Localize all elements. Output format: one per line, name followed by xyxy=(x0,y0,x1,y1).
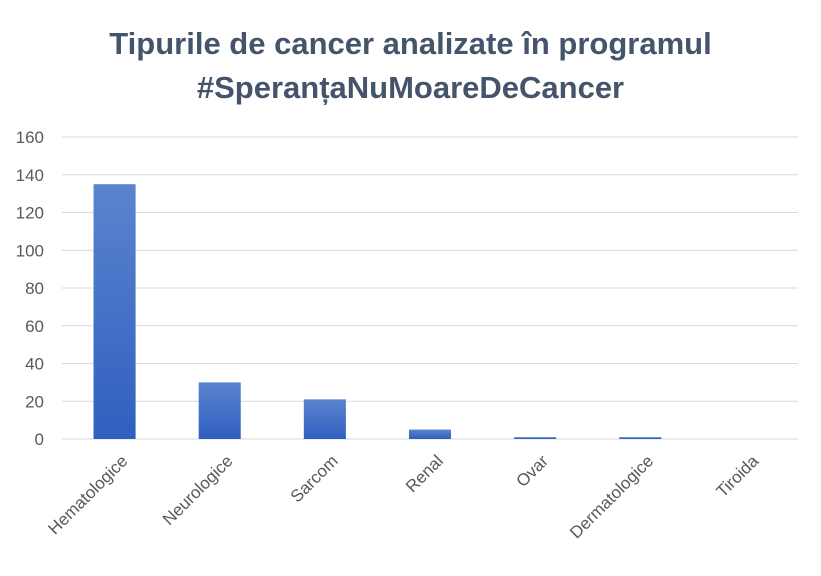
y-tick-label: 120 xyxy=(16,204,44,223)
y-tick-label: 40 xyxy=(25,355,44,374)
chart-title: Tipurile de cancer analizate în programu… xyxy=(0,22,821,110)
bars xyxy=(93,184,662,439)
chart-title-line-2: #SperanțaNuMoareDeCancer xyxy=(196,70,625,105)
bar-neurologice xyxy=(198,382,241,439)
x-tick-label: Hematologice xyxy=(44,451,131,538)
y-tick-label: 140 xyxy=(16,166,44,185)
y-tick-label: 60 xyxy=(25,317,44,336)
bar-hematologice xyxy=(93,184,136,439)
bar-renal xyxy=(408,429,452,439)
chart-title-line-1: Tipurile de cancer analizate în programu… xyxy=(109,26,712,61)
x-tick-label: Ovar xyxy=(512,451,552,491)
x-tick-label: Neurologice xyxy=(159,451,237,529)
bar-sarcom xyxy=(303,399,346,439)
y-tick-label: 0 xyxy=(35,430,44,449)
x-tick-label: Sarcom xyxy=(287,451,342,506)
gridlines xyxy=(62,136,798,440)
x-axis-ticks: Hematologice Neurologice Sarcom Renal Ovar De… xyxy=(44,451,762,542)
y-tick-label: 100 xyxy=(16,241,44,260)
x-tick-label: Tiroida xyxy=(713,451,763,501)
y-tick-label: 20 xyxy=(25,392,44,411)
x-tick-label: Dermatologice xyxy=(566,451,657,542)
bar-ovar xyxy=(514,437,557,439)
x-tick-label: Renal xyxy=(402,451,447,496)
y-tick-label: 80 xyxy=(25,279,44,298)
bar-dermatologice xyxy=(619,437,662,439)
y-tick-label: 160 xyxy=(16,128,44,147)
y-axis-ticks: 0 20 40 60 80 100 120 140 160 xyxy=(16,128,44,449)
